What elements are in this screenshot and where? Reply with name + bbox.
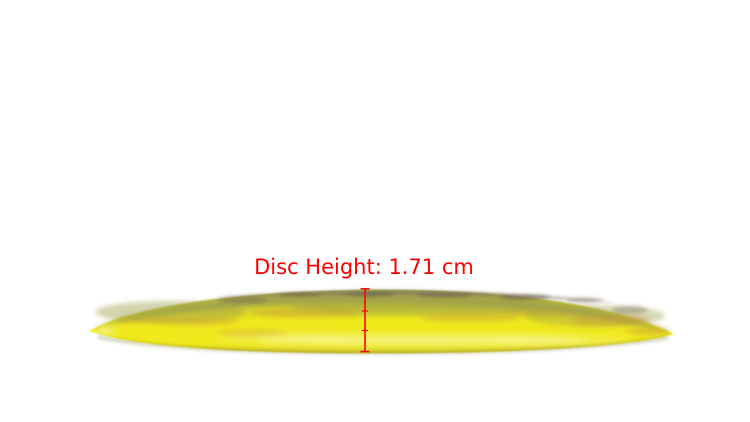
measurement-label: Disc Height: 1.71 cm: [254, 255, 474, 279]
measurement-line: [360, 288, 370, 353]
disc-top-stamp-texture: [217, 291, 648, 314]
disc-marble-streaks: [118, 308, 670, 337]
disc-top-stamp-band: [215, 291, 648, 314]
disc-gloss-highlight: [95, 327, 630, 345]
disc-bottom-edge: [97, 335, 669, 354]
